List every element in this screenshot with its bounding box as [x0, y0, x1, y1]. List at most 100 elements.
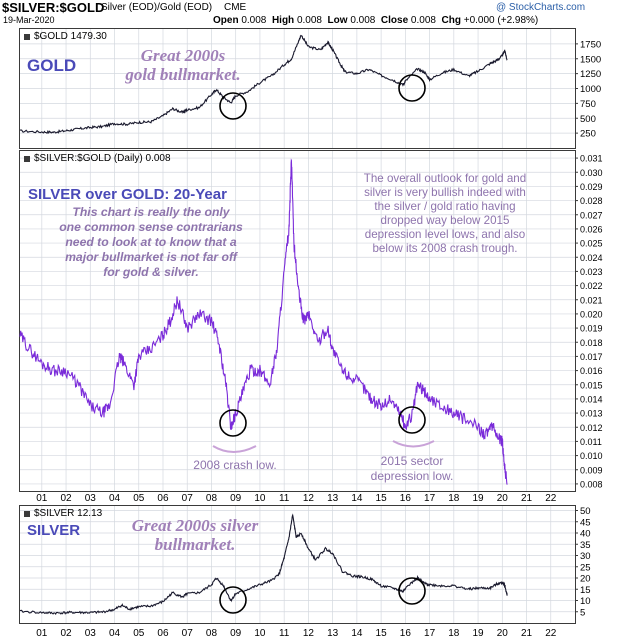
ratio-subtitle: This chart is really the only one common…	[59, 205, 243, 279]
ratio-legend: $SILVER:$GOLD (Daily) 0.008	[34, 153, 171, 164]
x-tick-label: 02	[60, 628, 72, 639]
x-tick-label: 02	[60, 493, 72, 504]
x-tick-label: 03	[85, 628, 97, 639]
x-tick-label: 09	[230, 628, 242, 639]
ratio-grid	[20, 151, 575, 491]
x-tick-label: 04	[109, 493, 121, 504]
gold-price-line	[20, 34, 508, 135]
ratio-y-tick-label: 0.026	[580, 224, 603, 234]
x-tick-label: 08	[206, 628, 218, 639]
x-tick-label: 19	[472, 628, 484, 639]
ratio-x-axis: 01 02 03 04 05 06 07 08 09 10 11 12 13 14 15 16 17 18 19 20…	[36, 493, 557, 504]
gold-legend-swatch	[24, 34, 30, 40]
ratio-y-tick-label: 0.027	[580, 210, 603, 220]
ratio-title: SILVER over GOLD: 20-Year	[28, 186, 227, 203]
gold-y-tick-label: 1250	[580, 69, 601, 80]
x-tick-label: 05	[133, 628, 145, 639]
x-tick-label: 04	[109, 628, 121, 639]
ratio-y-tick-label: 0.011	[580, 437, 602, 447]
silver-x-axis: 01 02 03 04 05 06 07 08 09 10 11 12 13 14 15 16 17 18 19 20…	[36, 628, 557, 639]
ratio-y-tick-label: 0.021	[580, 295, 603, 305]
x-tick-label: 09	[230, 493, 242, 504]
ohlc-readout: Open 0.008 High 0.008 Low 0.008 Close 0.…	[213, 15, 539, 26]
x-tick-label: 21	[521, 628, 533, 639]
gold-grid	[20, 29, 575, 148]
x-tick-label: 20	[497, 628, 509, 639]
ratio-y-tick-label: 0.030	[580, 168, 603, 178]
gold-2008-circle	[219, 92, 247, 120]
x-tick-label: 05	[133, 493, 145, 504]
ratio-y-tick-label: 0.029	[580, 182, 603, 192]
ratio-legend-swatch	[24, 156, 30, 162]
ratio-y-tick-label: 0.031	[580, 154, 603, 164]
ratio-y-tick-label: 0.022	[580, 281, 603, 291]
x-tick-label: 18	[448, 628, 460, 639]
silver-gold-ratio-line	[19, 158, 508, 485]
silver-y-tick-label: 50	[580, 506, 591, 517]
x-tick-label: 13	[327, 628, 339, 639]
ratio-2015-circle	[398, 406, 426, 434]
silver-annotation: Great 2000s silver bullmarket.	[131, 516, 259, 554]
ratio-y-tick-label: 0.023	[580, 267, 603, 277]
ratio-y-tick-label: 0.017	[580, 352, 603, 362]
silver-y-tick-label: 10	[580, 596, 591, 607]
x-tick-label: 15	[376, 493, 388, 504]
x-tick-label: 17	[424, 493, 436, 504]
gold-y-axis: 250 500 750 1000 1250 1500 1750	[575, 39, 601, 140]
sector-2015-label: 2015 sector depression low.	[370, 454, 454, 483]
silver-y-tick-label: 15	[580, 585, 591, 596]
ratio-y-tick-label: 0.025	[580, 239, 603, 249]
outlook-note: The overall outlook for gold and silver …	[363, 172, 527, 255]
ratio-y-tick-label: 0.015	[580, 380, 603, 390]
x-tick-label: 12	[303, 493, 315, 504]
silver-y-tick-label: 20	[580, 574, 591, 585]
silver-legend: $SILVER 12.13	[34, 508, 103, 519]
silver-legend-swatch	[24, 511, 30, 517]
gold-y-tick-label: 1500	[580, 54, 601, 65]
gold-y-tick-label: 750	[580, 99, 596, 110]
silver-y-tick-label: 25	[580, 562, 591, 573]
x-tick-label: 16	[400, 628, 412, 639]
x-tick-label: 17	[424, 628, 436, 639]
chart-subtitle: Silver (EOD)/Gold (EOD)	[101, 2, 213, 13]
x-tick-label: 12	[303, 628, 315, 639]
ratio-y-axis: 0.008 0.009 0.010 0.011 0.012 0.013 0.014 0.015…	[575, 154, 603, 489]
x-tick-label: 19	[472, 493, 484, 504]
chart-date: 19-Mar-2020	[3, 15, 55, 25]
silver-grid	[20, 506, 575, 623]
ratio-y-tick-label: 0.018	[580, 338, 603, 348]
gold-2015-circle	[398, 74, 426, 102]
x-tick-label: 03	[85, 493, 97, 504]
crash-2008-arc	[212, 445, 257, 453]
chart-symbol-title: $SILVER:$GOLD	[2, 0, 105, 15]
x-tick-label: 11	[279, 628, 290, 639]
silver-y-tick-label: 45	[580, 517, 591, 528]
gold-legend: $GOLD 1479.30	[34, 31, 107, 42]
x-tick-label: 07	[182, 493, 194, 504]
silver-y-tick-label: 40	[580, 529, 591, 540]
silver-y-tick-label: 5	[580, 607, 585, 618]
silver-panel-frame	[19, 505, 576, 624]
gold-y-tick-label: 250	[580, 129, 596, 140]
x-tick-label: 06	[157, 628, 169, 639]
ratio-y-tick-label: 0.013	[580, 409, 603, 419]
silver-y-tick-label: 35	[580, 540, 591, 551]
gold-annotation: Great 2000s gold bullmarket.	[125, 46, 241, 84]
gold-label: GOLD	[27, 56, 77, 75]
ratio-y-tick-label: 0.014	[580, 394, 603, 404]
ratio-y-tick-label: 0.008	[580, 479, 603, 489]
gold-y-tick-label: 1000	[580, 84, 601, 95]
silver-2008-circle	[219, 586, 247, 614]
x-tick-label: 14	[351, 493, 363, 504]
ratio-y-tick-label: 0.019	[580, 324, 603, 334]
gold-y-tick-label: 500	[580, 114, 596, 125]
ratio-y-tick-label: 0.020	[580, 309, 603, 319]
x-tick-label: 20	[497, 493, 509, 504]
stockcharts-watermark: @ StockCharts.com	[496, 2, 586, 13]
x-tick-label: 01	[36, 493, 48, 504]
x-tick-label: 11	[279, 493, 290, 504]
ratio-2008-circle	[219, 409, 247, 437]
